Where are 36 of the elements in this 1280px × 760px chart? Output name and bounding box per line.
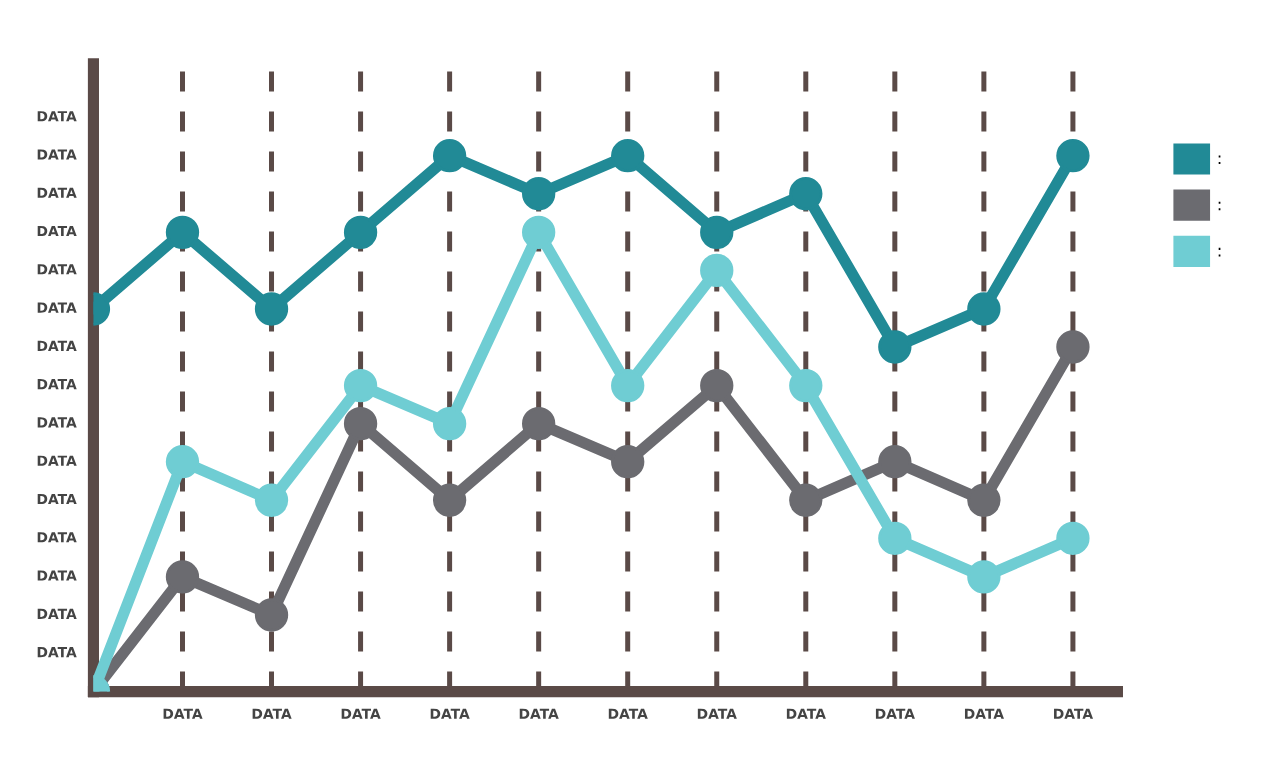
point — [967, 560, 1001, 594]
legend-label: : — [1218, 247, 1221, 257]
legend-label: : — [1218, 155, 1221, 165]
point — [521, 177, 556, 211]
point — [432, 139, 467, 173]
point — [700, 368, 734, 403]
point — [432, 483, 467, 517]
legend-label: : — [1218, 201, 1221, 211]
point — [343, 368, 378, 403]
point — [967, 292, 1001, 326]
point — [878, 330, 912, 364]
point — [789, 368, 823, 403]
point — [343, 215, 378, 250]
point — [789, 177, 823, 211]
point — [521, 406, 556, 441]
point — [254, 483, 289, 517]
point — [165, 560, 200, 594]
point — [1056, 521, 1090, 555]
point — [254, 598, 289, 632]
point — [700, 253, 734, 288]
point — [254, 292, 289, 326]
point — [1056, 139, 1090, 173]
point — [521, 215, 556, 250]
point — [700, 215, 734, 250]
point — [878, 445, 912, 479]
point — [611, 139, 645, 173]
point — [1056, 330, 1090, 364]
point — [343, 406, 378, 441]
point — [611, 368, 645, 403]
point — [967, 483, 1001, 517]
point — [432, 406, 467, 441]
point — [878, 521, 912, 555]
point — [165, 215, 200, 250]
point — [165, 445, 200, 479]
point — [789, 483, 823, 517]
point — [611, 445, 645, 479]
